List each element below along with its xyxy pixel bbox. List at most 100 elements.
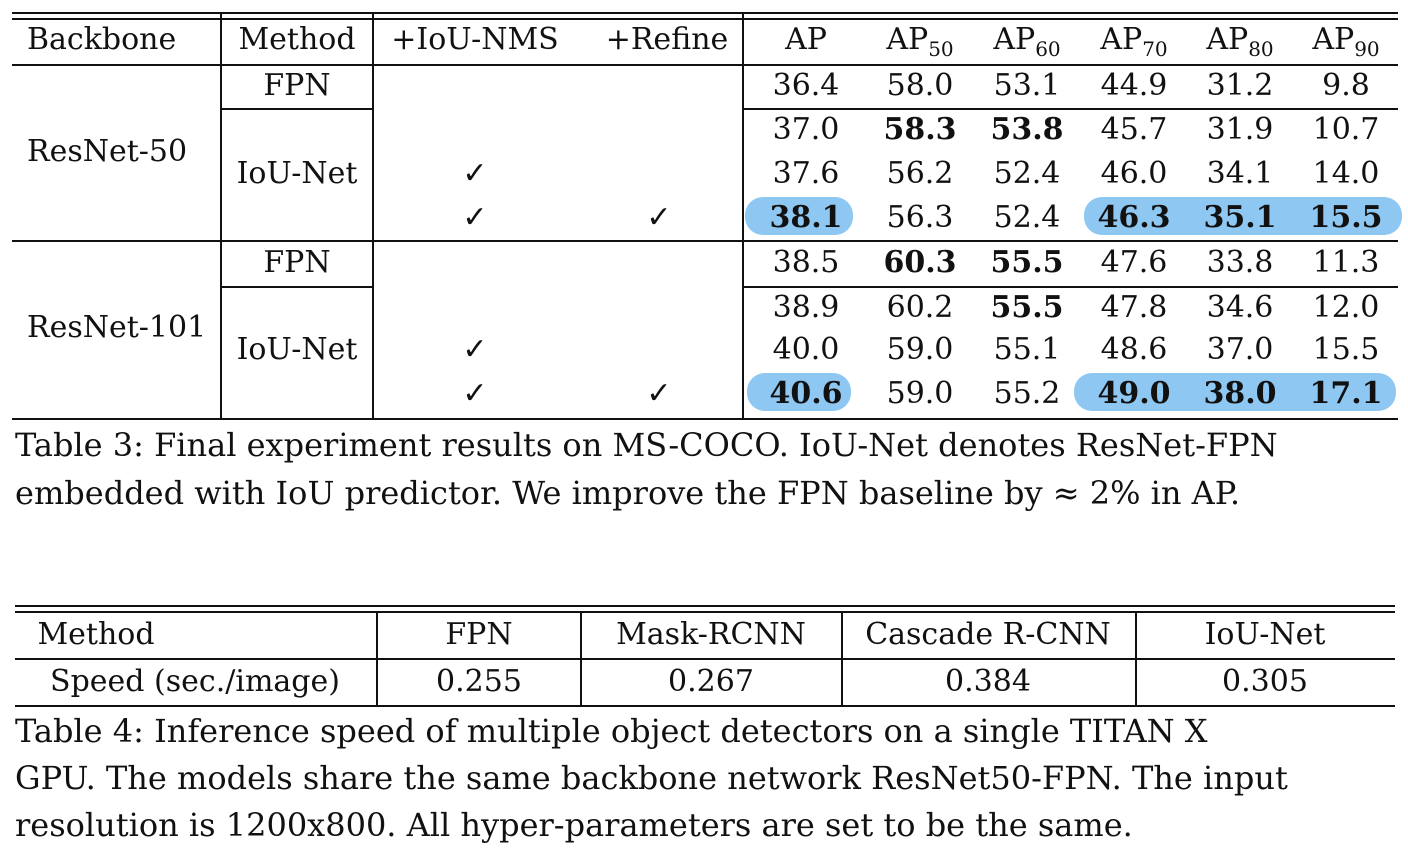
bottom-rule <box>12 418 1398 420</box>
check-iounms-r50-row3: ✓ <box>462 156 488 191</box>
t4-speed-iounet: 0.305 <box>1222 664 1308 699</box>
table3-cell-r5-ap50: 60.3 <box>883 245 957 280</box>
table3-cell-r7-ap80: 37.0 <box>1206 332 1274 367</box>
t4-top-rule <box>15 605 1395 607</box>
table3-cell-r7-ap50: 59.0 <box>886 332 954 367</box>
t4-header-iounet: IoU-Net <box>1204 617 1326 652</box>
t4-top-rule-2 <box>15 611 1395 613</box>
table3-cell-r6-ap60: 55.5 <box>990 290 1064 325</box>
table3-cell-r1-ap80: 31.2 <box>1206 68 1274 103</box>
header-backbone: Backbone <box>27 22 177 57</box>
t4-header-cascade: Cascade R-CNN <box>865 617 1111 652</box>
table3-cell-r4-ap50: 56.3 <box>886 200 954 235</box>
t4-vline-3 <box>841 613 843 705</box>
method-iounet-r50: IoU-Net <box>236 156 358 191</box>
check-iounms-r50-row4: ✓ <box>462 200 488 235</box>
header-method: Method <box>238 22 356 57</box>
top-rule <box>12 12 1398 14</box>
table3-cell-r6-ap: 38.9 <box>772 290 840 325</box>
t4-row-label: Speed (sec./image) <box>50 664 340 699</box>
highlight-r50-ap <box>745 197 853 235</box>
header-ap60: AP60 <box>993 22 1061 61</box>
table3-caption-line1: Table 3: Final experiment results on MS-… <box>15 426 1278 464</box>
table4-caption-line2: GPU. The models share the same backbone … <box>15 759 1288 797</box>
group-rule <box>12 240 1398 242</box>
fpn-separator-r50 <box>220 108 372 110</box>
header-ap50: AP50 <box>886 22 954 61</box>
table3-cell-r8-ap90: 17.1 <box>1309 376 1383 411</box>
fpn-separator-r50-values <box>744 108 1398 110</box>
table3-cell-r4-ap90: 15.5 <box>1309 200 1383 235</box>
table3-cell-r5-ap: 38.5 <box>772 245 840 280</box>
table4-caption-line1: Table 4: Inference speed of multiple obj… <box>15 712 1208 750</box>
t4-header-fpn: FPN <box>445 617 513 652</box>
backbone-resnet101: ResNet-101 <box>27 310 207 345</box>
t4-header-method: Method <box>37 617 155 652</box>
vline-3 <box>742 14 744 420</box>
check-iounms-r101-row4: ✓ <box>462 376 488 411</box>
t4-vline-4 <box>1135 613 1137 705</box>
table3-cell-r2-ap60: 53.8 <box>990 112 1064 147</box>
table3-cell-r8-ap70: 49.0 <box>1097 376 1171 411</box>
table3-cell-r3-ap50: 56.2 <box>886 156 954 191</box>
t4-speed-cascade: 0.384 <box>945 664 1031 699</box>
table3-cell-r3-ap60: 52.4 <box>993 156 1061 191</box>
table3-cell-r5-ap80: 33.8 <box>1206 245 1274 280</box>
backbone-resnet50: ResNet-50 <box>27 134 188 169</box>
table3-cell-r4-ap: 38.1 <box>769 200 843 235</box>
highlight-r101-ap <box>747 373 851 411</box>
t4-vline-1 <box>376 613 378 705</box>
table3-cell-r5-ap60: 55.5 <box>990 245 1064 280</box>
table3-cell-r1-ap70: 44.9 <box>1100 68 1168 103</box>
table3-cell-r6-ap70: 47.8 <box>1100 290 1168 325</box>
method-fpn-r101: FPN <box>263 245 331 280</box>
vline-2 <box>372 14 374 420</box>
fpn-separator-r101-values <box>744 286 1398 288</box>
table3-cell-r7-ap90: 15.5 <box>1312 332 1380 367</box>
table3-cell-r1-ap50: 58.0 <box>886 68 954 103</box>
t4-header-rule <box>15 658 1395 660</box>
table3-cell-r2-ap: 37.0 <box>772 112 840 147</box>
table3-cell-r3-ap80: 34.1 <box>1206 156 1274 191</box>
fpn-separator-r101 <box>220 286 372 288</box>
table3-cell-r2-ap50: 58.3 <box>883 112 957 147</box>
t4-header-mask-rcnn: Mask-RCNN <box>616 617 806 652</box>
table3-cell-r3-ap90: 14.0 <box>1312 156 1380 191</box>
highlight-r101-ap70-90 <box>1074 373 1396 411</box>
table3-cell-r6-ap50: 60.2 <box>886 290 954 325</box>
header-ap90: AP90 <box>1312 22 1380 61</box>
method-iounet-r101: IoU-Net <box>236 332 358 367</box>
table3-cell-r5-ap90: 11.3 <box>1312 245 1380 280</box>
table3-cell-r7-ap60: 55.1 <box>993 332 1061 367</box>
method-fpn-r50: FPN <box>263 68 331 103</box>
table3-cell-r1-ap60: 53.1 <box>993 68 1061 103</box>
table3-caption-line2: embedded with IoU predictor. We improve … <box>15 474 1240 512</box>
table3-cell-r4-ap70: 46.3 <box>1097 200 1171 235</box>
table3-cell-r5-ap70: 47.6 <box>1100 245 1168 280</box>
header-rule <box>12 64 1398 66</box>
table3-cell-r2-ap70: 45.7 <box>1100 112 1168 147</box>
table3-cell-r2-ap90: 10.7 <box>1312 112 1380 147</box>
table3-cell-r1-ap90: 9.8 <box>1322 68 1370 103</box>
t4-bottom-rule <box>15 705 1395 707</box>
t4-speed-fpn: 0.255 <box>436 664 522 699</box>
header-ap80: AP80 <box>1206 22 1274 61</box>
check-refine-r101-row4: ✓ <box>646 376 672 411</box>
table3-cell-r7-ap: 40.0 <box>772 332 840 367</box>
header-refine: +Refine <box>605 22 729 57</box>
table3-cell-r8-ap60: 55.2 <box>993 376 1061 411</box>
table3-cell-r3-ap70: 46.0 <box>1100 156 1168 191</box>
table3-cell-r8-ap: 40.6 <box>769 376 843 411</box>
table3-cell-r4-ap60: 52.4 <box>993 200 1061 235</box>
table3-cell-r6-ap90: 12.0 <box>1312 290 1380 325</box>
check-iounms-r101-row3: ✓ <box>462 332 488 367</box>
table3-cell-r1-ap: 36.4 <box>772 68 840 103</box>
vline-1 <box>220 14 222 420</box>
t4-speed-mask-rcnn: 0.267 <box>668 664 754 699</box>
table3-cell-r8-ap80: 38.0 <box>1203 376 1277 411</box>
table3-cell-r2-ap80: 31.9 <box>1206 112 1274 147</box>
header-ap: AP <box>785 22 827 57</box>
table3-cell-r8-ap50: 59.0 <box>886 376 954 411</box>
table4-caption-line3: resolution is 1200x800. All hyper-parame… <box>15 806 1133 844</box>
t4-vline-2 <box>580 613 582 705</box>
